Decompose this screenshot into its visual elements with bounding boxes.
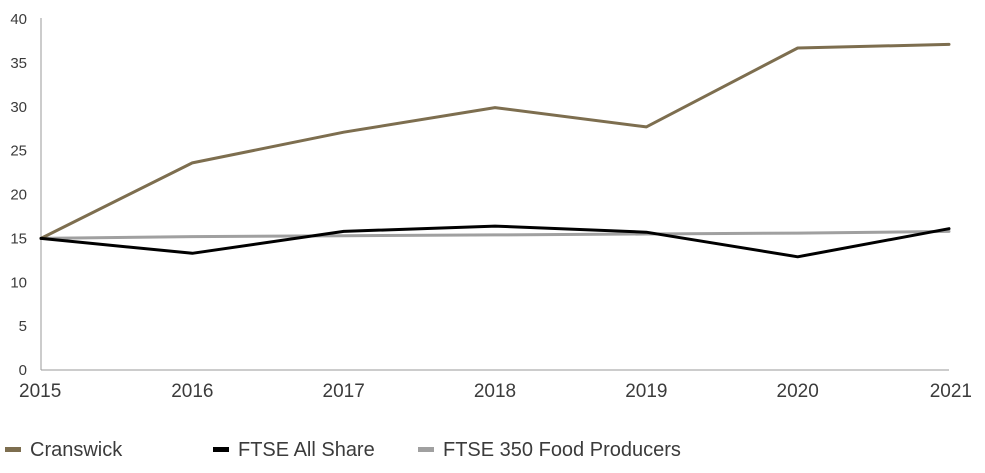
y-tick-label: 0 xyxy=(19,362,27,379)
legend-item: FTSE 350 Food Producers xyxy=(418,439,681,461)
legend: Cranswick FTSE All Share FTSE 350 Food Pro… xyxy=(5,439,681,461)
y-tick-label: 15 xyxy=(10,230,27,247)
y-axis-ticks: 0 5 10 15 20 25 30 35 40 xyxy=(10,11,27,379)
x-tick-label: 2015 xyxy=(19,381,61,402)
series-line-cranswick xyxy=(39,42,951,240)
y-tick-label: 30 xyxy=(10,99,27,116)
y-tick-label: 20 xyxy=(10,187,27,204)
legend-label: FTSE All Share xyxy=(238,439,375,461)
x-tick-label: 2021 xyxy=(930,381,972,402)
legend-label: FTSE 350 Food Producers xyxy=(443,439,681,461)
series-lines xyxy=(39,42,951,259)
y-tick-label: 10 xyxy=(10,274,27,291)
x-tick-label: 2018 xyxy=(474,381,516,402)
series-line-ftse-350-food-producers xyxy=(39,229,951,240)
y-tick-label: 25 xyxy=(10,143,27,160)
legend-item: Cranswick xyxy=(5,439,123,461)
x-axis-ticks: 2015 2016 2017 2018 2019 2020 2021 xyxy=(19,381,972,402)
series-line-ftse-all-share xyxy=(39,224,951,259)
x-tick-label: 2016 xyxy=(171,381,213,402)
legend-item: FTSE All Share xyxy=(213,439,375,461)
legend-swatch xyxy=(5,447,21,452)
x-tick-label: 2017 xyxy=(323,381,365,402)
legend-swatch xyxy=(213,447,229,452)
x-tick-label: 2019 xyxy=(625,381,667,402)
y-tick-label: 5 xyxy=(19,318,27,335)
axes xyxy=(40,18,949,371)
legend-swatch xyxy=(418,447,434,452)
x-tick-label: 2020 xyxy=(777,381,819,402)
y-tick-label: 40 xyxy=(10,11,27,28)
legend-label: Cranswick xyxy=(30,439,123,461)
y-tick-label: 35 xyxy=(10,55,27,72)
